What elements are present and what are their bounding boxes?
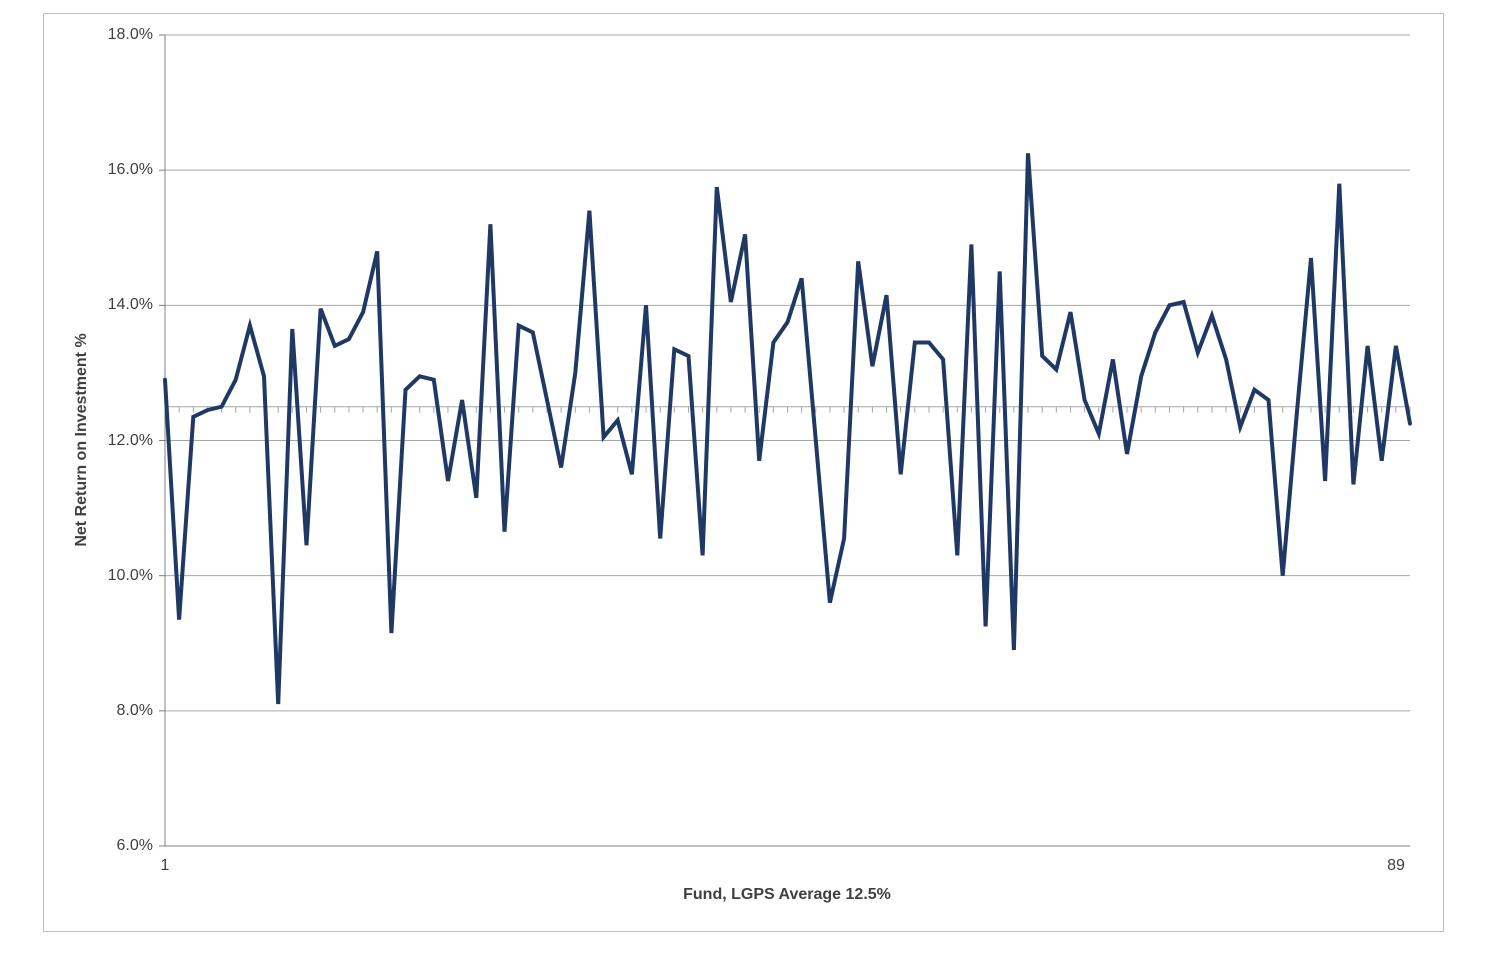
- y-axis-tick-label: 6.0%: [116, 837, 153, 854]
- y-axis-tick-label: 14.0%: [107, 296, 153, 314]
- y-axis-tick-label: 16.0%: [107, 161, 153, 179]
- y-axis-tick-label: 12.0%: [107, 431, 153, 449]
- data-line-series: [163, 153, 1412, 705]
- x-axis-first-tick-label: 1: [160, 857, 170, 874]
- y-axis-tick-label: 8.0%: [116, 701, 153, 719]
- x-axis-title: Fund, LGPS Average 12.5%: [683, 886, 891, 903]
- y-axis-title: Net Return on Investment %: [73, 333, 90, 547]
- y-axis-tick-label: 18.0%: [107, 26, 153, 43]
- x-axis-last-tick-label: 89: [1387, 857, 1405, 874]
- chart-frame: [43, 13, 1444, 932]
- y-axis-tick-label: 10.0%: [107, 566, 153, 584]
